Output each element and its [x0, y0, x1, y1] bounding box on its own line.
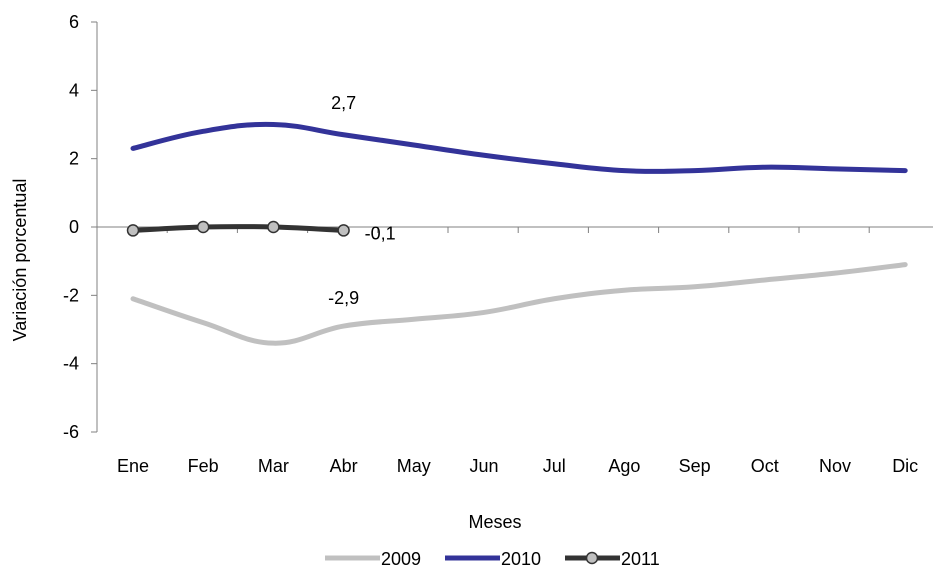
legend-marker-2011	[585, 551, 599, 565]
x-tick-label: Ene	[117, 456, 149, 476]
x-tick-label: Sep	[679, 456, 711, 476]
y-tick-label: 0	[69, 217, 79, 237]
series-line-2010	[130, 121, 908, 174]
x-tick-label: Jul	[543, 456, 566, 476]
x-tick-label: Ago	[608, 456, 640, 476]
series-2009	[130, 262, 908, 346]
y-tick-label: 6	[69, 12, 79, 32]
x-axis-title: Meses	[468, 512, 521, 532]
y-tick-label: -6	[63, 422, 79, 442]
series-line-2009	[130, 262, 908, 346]
legend: 2009 2010 2011	[325, 549, 660, 569]
y-tick-label: -2	[63, 285, 79, 305]
axes-layer: -6 -4 -2 0 2 4 6 Ene Feb Mar Abr May Jun Jul Ago Sep Oct…	[63, 12, 933, 476]
y-tick-label: 2	[69, 149, 79, 169]
legend-item-2009: 2009	[325, 549, 421, 569]
x-tick-label: Mar	[258, 456, 289, 476]
x-tick-label: May	[397, 456, 431, 476]
legend-label-2009: 2009	[381, 549, 421, 569]
data-label-2009: -2,9	[328, 288, 359, 308]
data-point-2011	[126, 224, 140, 237]
data-labels-layer: 2,7 -2,9 -0,1	[328, 93, 396, 308]
x-tick-label: Oct	[751, 456, 779, 476]
data-point-2011	[196, 220, 210, 234]
x-tick-label: Dic	[892, 456, 918, 476]
series-layer	[126, 121, 908, 346]
data-point-2011	[337, 224, 350, 237]
legend-item-2011: 2011	[565, 549, 660, 569]
legend-item-2010: 2010	[445, 549, 541, 569]
x-tick-label: Nov	[819, 456, 851, 476]
series-2011	[126, 220, 350, 237]
series-line-2011	[130, 223, 347, 233]
series-2010	[130, 121, 908, 174]
legend-label-2011: 2011	[621, 549, 660, 569]
y-tick-label: 4	[69, 80, 79, 100]
x-tick-label: Feb	[188, 456, 219, 476]
x-tick-label: Jun	[469, 456, 498, 476]
data-label-2011: -0,1	[365, 223, 396, 243]
y-axis-title: Variación porcentual	[10, 179, 30, 342]
legend-label-2010: 2010	[501, 549, 541, 569]
x-tick-label: Abr	[330, 456, 358, 476]
y-tick-label: -4	[63, 354, 79, 374]
data-point-2011	[267, 220, 280, 234]
data-label-2010: 2,7	[331, 93, 356, 113]
